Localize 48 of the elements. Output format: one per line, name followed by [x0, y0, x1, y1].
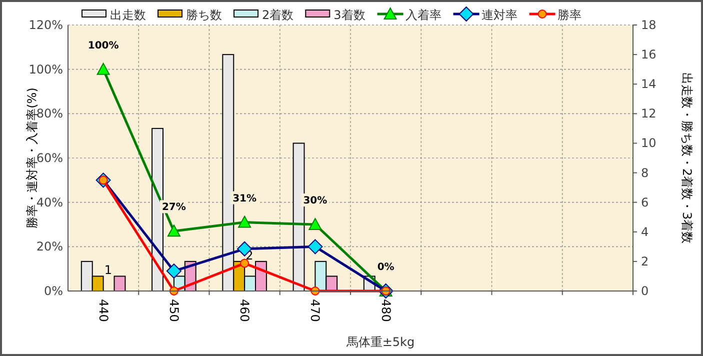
point	[166, 264, 182, 279]
y-tick-label: 20%	[36, 240, 63, 254]
y-tick-label: 120%	[28, 18, 63, 32]
y-tick-label: 60%	[36, 151, 63, 165]
data-label: 1	[104, 263, 112, 278]
point	[167, 224, 180, 237]
y2-tick-label: 8	[641, 166, 649, 180]
bar	[80, 260, 93, 292]
y2-tick-label: 0	[641, 284, 649, 298]
legend-label: 連対率	[481, 8, 518, 22]
x-tick-label: 460	[238, 299, 252, 322]
bar	[222, 54, 234, 292]
legend-label: 3着数	[334, 8, 366, 22]
y-tick-label: 0%	[44, 284, 63, 298]
x-axis-title: 馬体重±5kg	[345, 335, 415, 349]
x-tick-label: 450	[166, 299, 181, 322]
legend-label: 入着率	[405, 8, 442, 22]
data-label: 0%	[377, 262, 394, 273]
y2-tick-label: 4	[641, 224, 649, 239]
point	[238, 216, 252, 228]
legend-label: 出走数	[110, 8, 146, 22]
y-tick-label: 40%	[36, 195, 63, 210]
y2-tick-label: 10	[641, 136, 656, 150]
data-label: 100%	[88, 40, 119, 52]
bar	[326, 276, 338, 292]
x-tick-label: 480	[378, 299, 393, 322]
point	[308, 218, 322, 230]
y2-tick-label: 14	[641, 77, 656, 92]
bar	[114, 276, 126, 292]
y-tick-label: 100%	[28, 62, 63, 76]
data-label: 31%	[232, 193, 257, 204]
y2-tick-label: 18	[641, 18, 656, 32]
data-label: 27%	[162, 202, 186, 214]
y2-axis-title: 出走数・勝ち数・2着数・3着数	[680, 72, 694, 244]
y2-tick-label: 6	[641, 195, 649, 210]
y2-tick-label: 16	[641, 48, 656, 62]
y2-tick-label: 2	[641, 254, 649, 268]
legend-label: 勝率	[557, 8, 582, 22]
data-label: 30%	[303, 196, 328, 206]
x-tick-label: 470	[308, 299, 322, 322]
y2-tick-label: 12	[641, 106, 656, 121]
legend-label: 2着数	[262, 8, 294, 22]
legend-label: 勝ち数	[186, 8, 222, 22]
point	[96, 62, 110, 75]
y-tick-label: 80%	[36, 106, 63, 121]
point	[240, 258, 250, 268]
x-tick-label: 440	[96, 299, 110, 322]
point	[308, 239, 323, 254]
